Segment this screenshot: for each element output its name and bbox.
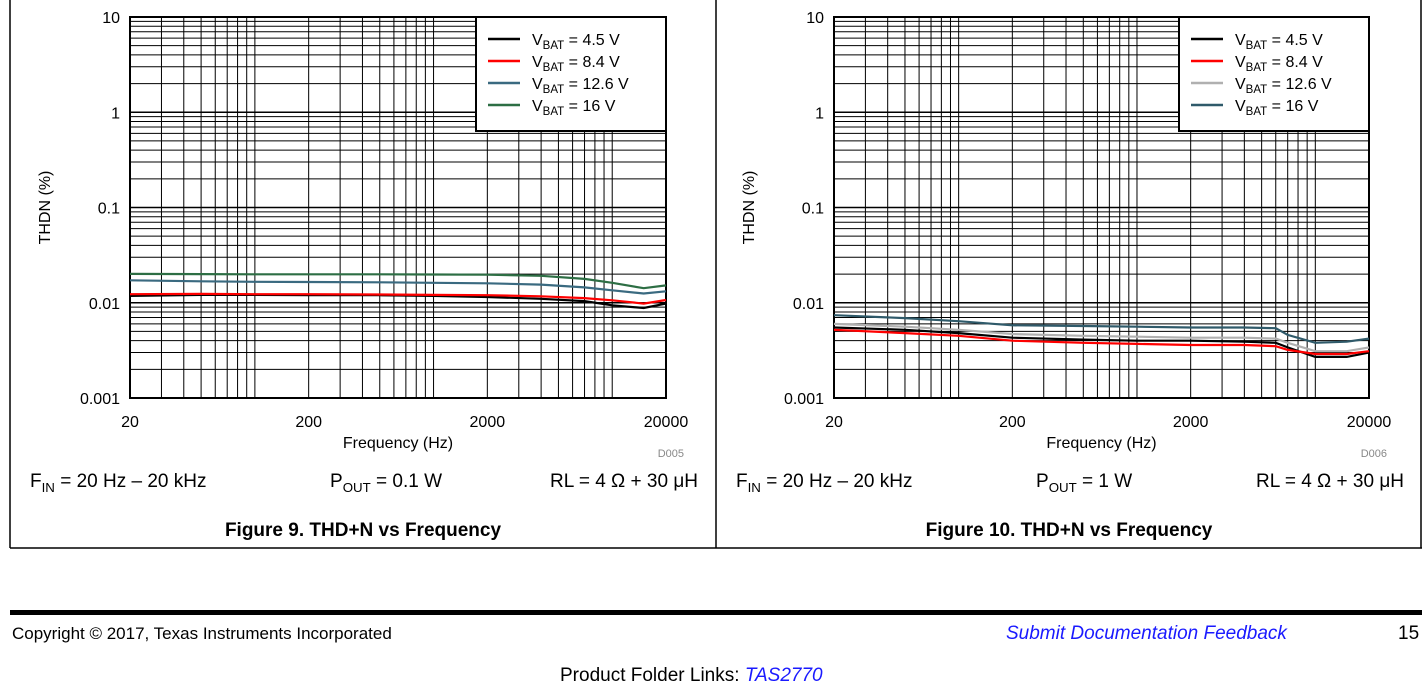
series-line-1	[833, 326, 1370, 358]
condition-rl: RL = 4 Ω + 30 μH	[550, 471, 698, 492]
legend-label: VBAT = 4.5 V	[1235, 32, 1323, 52]
y-axis-label: THDN (%)	[37, 171, 54, 245]
series-line-1	[129, 293, 667, 310]
y-tick-label: 0.1	[98, 201, 120, 218]
x-tick-label: 20000	[1347, 414, 1392, 431]
condition-fin: FIN = 20 Hz – 20 kHz	[30, 471, 206, 495]
figure-caption: Figure 9. THD+N vs Frequency	[225, 520, 502, 541]
chart-figure-2: 20 200 2000 20000 0.001 0.01 0.1 1 10 Frequency (…	[736, 10, 1404, 541]
series-line-3	[833, 322, 1370, 353]
x-tick-label: 20000	[644, 414, 689, 431]
condition-pout: POUT = 1 W	[1036, 471, 1132, 495]
condition-rl: RL = 4 Ω + 30 μH	[1256, 471, 1404, 492]
y-axis-label: THDN (%)	[741, 171, 758, 245]
figure-caption: Figure 10. THD+N vs Frequency	[926, 520, 1213, 541]
legend-label: VBAT = 8.4 V	[1235, 54, 1323, 74]
x-tick-label: 200	[999, 414, 1026, 431]
series-line-4	[129, 272, 667, 290]
x-tick-label: 20	[121, 414, 139, 431]
plot-frame	[833, 16, 1370, 399]
figure-id: D005	[658, 448, 684, 460]
x-tick-label: 2000	[1173, 414, 1209, 431]
series-line-2	[129, 292, 667, 305]
y-tick-label: 1	[111, 105, 120, 122]
figure-id: D006	[1361, 448, 1387, 460]
plot-frame	[129, 16, 667, 399]
legend-box	[475, 16, 667, 132]
x-tick-label: 200	[295, 414, 322, 431]
y-tick-label: 0.1	[802, 201, 824, 218]
legend-label: VBAT = 8.4 V	[532, 54, 620, 74]
series-line-4	[833, 314, 1370, 344]
x-tick-label: 20	[825, 414, 843, 431]
legend-box	[1178, 16, 1370, 132]
figures-area: 20 200 2000 20000 0.001 0.01 0.1 1 10 Frequency (…	[9, 0, 1422, 549]
x-axis-label: Frequency (Hz)	[1046, 435, 1156, 452]
condition-fin: FIN = 20 Hz – 20 kHz	[736, 471, 912, 495]
feedback-link[interactable]: Submit Documentation Feedback	[1006, 623, 1287, 644]
y-tick-label: 1	[815, 105, 824, 122]
legend-label: VBAT = 4.5 V	[532, 32, 620, 52]
copyright-text: Copyright © 2017, Texas Instruments Inco…	[12, 624, 392, 643]
series-line-3	[129, 279, 667, 295]
page-number: 15	[1398, 623, 1420, 644]
chart-figure-1: 20 200 2000 20000 0.001 0.01 0.1 1 10 Frequency (…	[30, 10, 698, 541]
y-tick-label: 0.001	[784, 391, 824, 408]
y-tick-label: 10	[806, 10, 824, 27]
legend-label: VBAT = 16 V	[1235, 98, 1319, 118]
y-tick-label: 0.01	[89, 296, 120, 313]
footer-rule	[10, 610, 1422, 615]
grid	[130, 17, 666, 398]
y-tick-label: 10	[102, 10, 120, 27]
legend-label: VBAT = 16 V	[532, 98, 616, 118]
y-tick-label: 0.01	[793, 296, 824, 313]
x-tick-label: 2000	[470, 414, 506, 431]
x-axis-label: Frequency (Hz)	[343, 435, 453, 452]
legend-label: VBAT = 12.6 V	[1235, 76, 1332, 96]
condition-pout: POUT = 0.1 W	[330, 471, 442, 495]
legend-label: VBAT = 12.6 V	[532, 76, 629, 96]
series-line-2	[833, 328, 1370, 356]
y-tick-label: 0.001	[80, 391, 120, 408]
folder-label: Product Folder Links:	[560, 665, 740, 686]
product-folder-links: Product Folder Links: TAS2770	[560, 665, 823, 687]
product-link[interactable]: TAS2770	[744, 665, 823, 686]
